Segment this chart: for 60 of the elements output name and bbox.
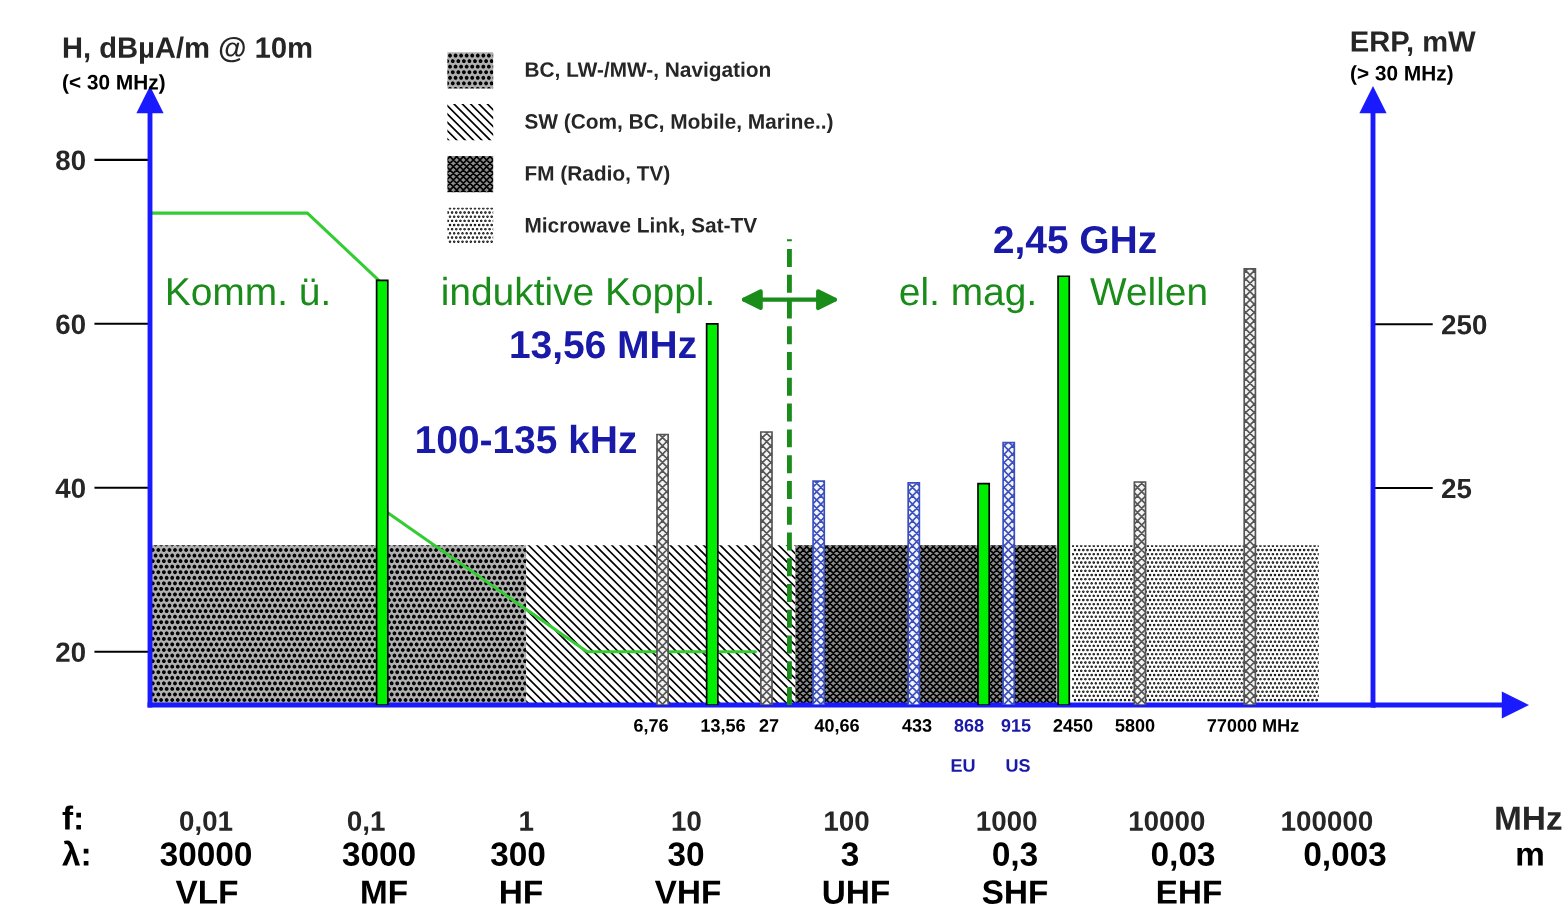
annotation: Wellen	[1090, 276, 1206, 306]
text: 915	[1001, 719, 1031, 732]
y2-axis-title: ERP, mW	[1351, 31, 1476, 57]
legend-label: FM (Radio, TV)	[525, 165, 670, 185]
text: 0,03	[1151, 842, 1215, 871]
x-axis-title: MHz	[1496, 806, 1562, 830]
y-tick-label: 60	[56, 314, 85, 335]
text: m	[1517, 847, 1543, 866]
text: 3000	[342, 842, 415, 866]
text: (> 30 MHz)	[1351, 65, 1453, 85]
x-tick-label: 10	[672, 811, 701, 831]
text: HF	[501, 880, 542, 904]
text: US	[1006, 759, 1030, 772]
text: EU	[951, 759, 975, 772]
text: 433	[902, 719, 932, 732]
x-tick-label: 1000	[977, 811, 1037, 831]
text: VLF	[175, 880, 238, 904]
text: MF	[362, 880, 407, 904]
y2-tick-label: 250	[1442, 314, 1487, 335]
text: UHF	[823, 880, 890, 904]
text: 6,76	[634, 719, 668, 735]
y2-tick-label: 25	[1442, 478, 1472, 499]
y-tick-label: 40	[55, 478, 85, 499]
x-tick-label: 1	[520, 811, 534, 831]
y-axis-title: H, dBµA/m @ 10m	[63, 36, 312, 64]
text: f:	[62, 805, 81, 830]
text: 0,3	[993, 842, 1037, 871]
text: 5800	[1115, 719, 1155, 732]
x-tick-label: 100	[825, 811, 869, 831]
text: 40,66	[814, 719, 859, 735]
text: 30	[668, 842, 704, 866]
text: 0,003	[1304, 842, 1386, 871]
y-tick-label: 80	[56, 150, 85, 171]
text: 300	[490, 842, 545, 866]
legend-label: Microwave Link, Sat-TV	[525, 217, 758, 236]
x-tick-label: 0,1	[347, 811, 385, 835]
annotation: 13,56 MHz	[511, 330, 696, 365]
legend-label: BC, LW-/MW-, Navigation	[525, 61, 770, 82]
text: 868	[954, 719, 984, 732]
x-tick-label: 0,01	[180, 811, 233, 835]
text: SHF	[982, 880, 1048, 904]
text: (< 30 MHz)	[63, 74, 165, 94]
annotation: induktive Koppl.	[443, 276, 712, 314]
text: λ:	[62, 840, 89, 866]
legend-label: SW (Com, BC, Mobile, Marine..)	[525, 113, 833, 133]
annotation: 100-135 kHz	[417, 424, 636, 454]
text: 30000	[160, 842, 251, 866]
y-tick-label: 20	[56, 642, 85, 663]
text: 77000 MHz	[1207, 719, 1299, 732]
annotation: Komm. ü.	[168, 278, 328, 306]
x-tick-label: 100000	[1282, 811, 1373, 831]
text: 13,56	[701, 719, 745, 735]
text: 27	[759, 719, 779, 732]
annotation: 2,45 GHz	[994, 225, 1156, 260]
text: 3	[841, 842, 859, 866]
text: 2450	[1053, 719, 1093, 732]
text: EHF	[1157, 880, 1222, 904]
text: VHF	[654, 880, 721, 904]
annotation: el. mag.	[900, 276, 1034, 314]
x-tick-label: 10000	[1129, 811, 1205, 831]
